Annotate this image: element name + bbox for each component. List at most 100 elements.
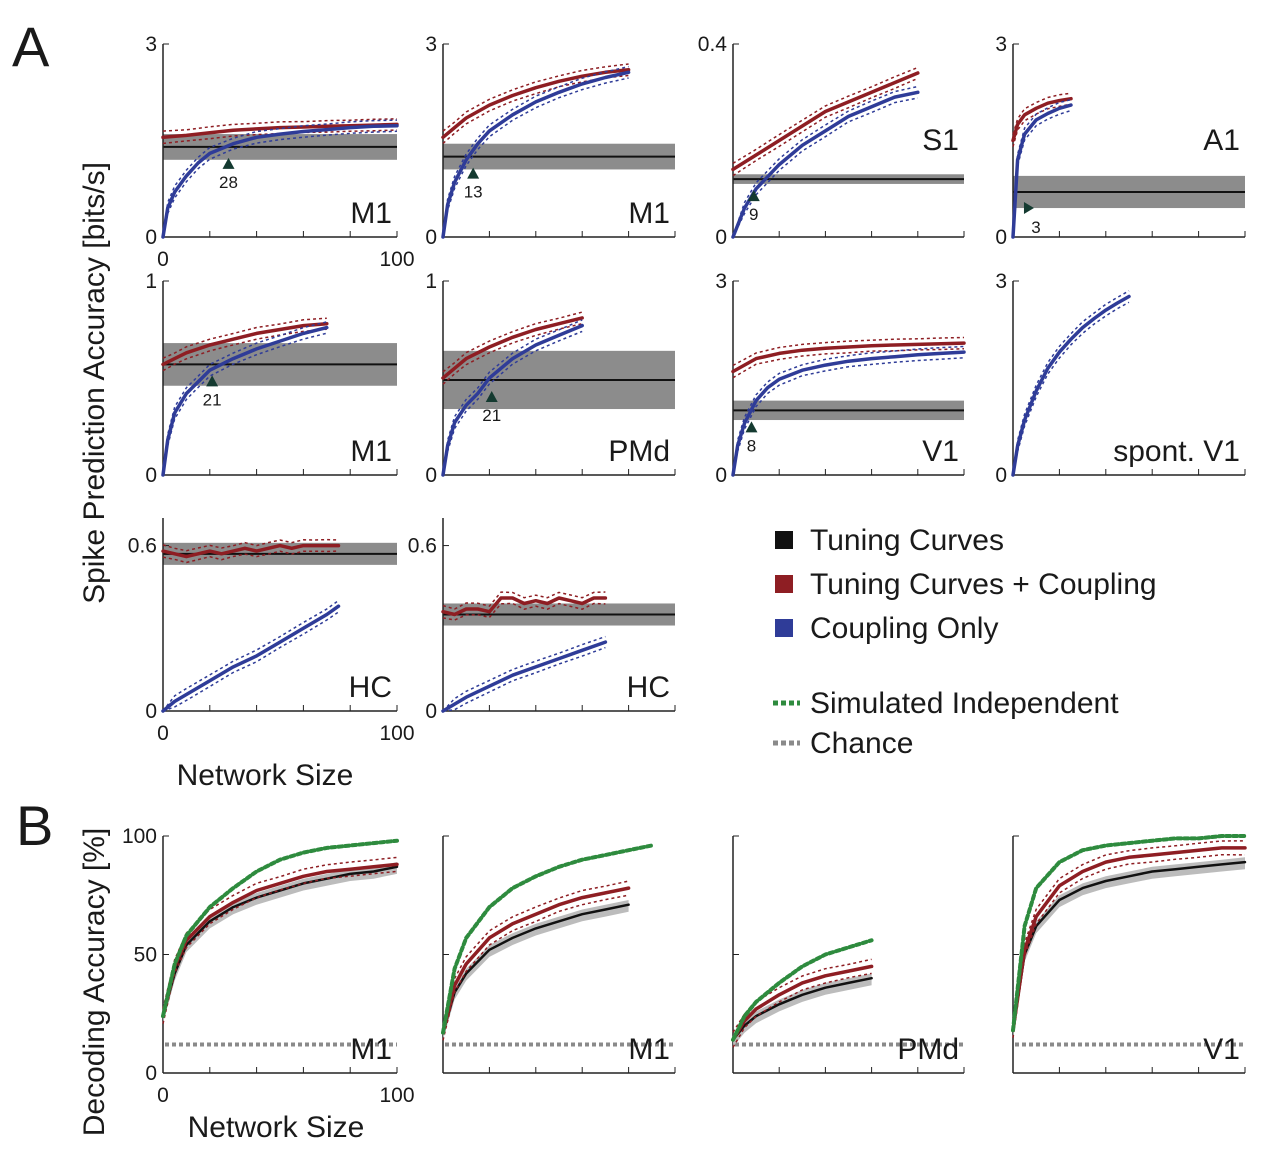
legend-swatch xyxy=(775,619,793,637)
crossover-label: 8 xyxy=(747,436,756,455)
legend-label: Tuning Curves + Coupling xyxy=(810,568,1157,601)
y-tick-label: 3 xyxy=(425,33,437,56)
confidence-bound-upper xyxy=(732,85,918,238)
confidence-bound-upper xyxy=(1012,290,1130,476)
chart-panel-3: 0 0.4 9 S1 xyxy=(698,33,965,249)
legend-swatch xyxy=(775,531,793,549)
chart-panel-9: 0 0.6 0 100 HC xyxy=(128,518,415,745)
region-label: HC xyxy=(627,671,670,704)
region-label: HC xyxy=(349,671,392,704)
confidence-bound-lower xyxy=(732,77,919,177)
x-tick-label: 100 xyxy=(379,1084,414,1107)
confidence-bound-lower xyxy=(442,77,629,238)
y-tick-label: 100 xyxy=(122,825,157,848)
y-tick-label: 0 xyxy=(145,1062,157,1085)
series-coupling-only xyxy=(1011,294,1131,477)
confidence-bound-upper xyxy=(162,599,339,712)
y-tick-label: 1 xyxy=(145,270,157,293)
x-tick-label: 0 xyxy=(157,1084,169,1107)
x-axis-label-a: Network Size xyxy=(177,759,354,792)
confidence-bound-lower xyxy=(162,550,339,564)
region-label: M1 xyxy=(350,435,392,468)
tuning-curves-ci-band xyxy=(163,862,397,1024)
chart-panel-7: 0 3 8 V1 xyxy=(715,270,966,487)
crossover-label: 21 xyxy=(482,406,501,425)
series-coupling-only xyxy=(441,323,584,477)
chart-panel-8: 0 3 spont. V1 xyxy=(995,270,1246,487)
region-label: M1 xyxy=(628,197,670,230)
y-tick-label: 0 xyxy=(715,226,727,249)
y-tick-label: 3 xyxy=(995,33,1007,56)
series-coupling-only xyxy=(161,604,341,713)
x-axis-label-b: Network Size xyxy=(188,1111,365,1144)
region-label: V1 xyxy=(1203,1033,1240,1066)
y-tick-label: 0 xyxy=(995,464,1007,487)
legend-swatch xyxy=(775,575,793,593)
chart-panel-1: 0 3 0 100 28 M1 xyxy=(145,33,414,271)
legend-item: Tuning Curves xyxy=(775,524,1004,557)
confidence-bound-upper xyxy=(732,66,919,164)
crossover-label: 28 xyxy=(219,173,238,192)
confidence-bound-lower xyxy=(162,130,398,238)
series-tuning-curves-coupling xyxy=(441,886,631,1035)
series-tuning-curves-coupling xyxy=(441,67,631,140)
series-tuning-curves-coupling xyxy=(731,71,920,172)
confidence-bound-lower xyxy=(442,646,606,712)
series-tuning-curves-coupling xyxy=(161,321,329,367)
confidence-bound-lower xyxy=(732,357,965,476)
confidence-bound-upper xyxy=(442,880,629,1026)
confidence-bound-upper xyxy=(1012,840,1246,1023)
legend-label: Simulated Independent xyxy=(810,687,1119,720)
chart-panel-14: V1 xyxy=(1011,834,1247,1074)
crossover-label: 9 xyxy=(749,205,758,224)
y-tick-label: 0 xyxy=(425,464,437,487)
confidence-bound-upper xyxy=(732,345,965,476)
confidence-bound-lower xyxy=(442,322,583,385)
confidence-bound-lower xyxy=(1012,109,1072,238)
series-coupling-only xyxy=(441,70,631,239)
confidence-bound-lower xyxy=(162,328,327,372)
confidence-bound-upper xyxy=(442,311,583,373)
crossover-marker xyxy=(485,390,498,402)
x-tick-label: 0 xyxy=(157,248,169,271)
y-axis-label-a: Spike Prediction Accuracy [bits/s] xyxy=(78,162,111,604)
series-coupling-only xyxy=(441,640,608,713)
y-tick-label: 0.4 xyxy=(698,33,728,56)
confidence-bound-upper xyxy=(442,635,606,712)
region-label: spont. V1 xyxy=(1113,435,1240,468)
series-coupling-only xyxy=(731,90,920,239)
y-tick-label: 0 xyxy=(425,226,437,249)
legend-item: Coupling Only xyxy=(775,612,998,645)
legend-item: Tuning Curves + Coupling xyxy=(775,568,1157,601)
chart-panel-2: 0 3 13 M1 xyxy=(425,33,676,249)
chart-panel-5: 0 1 21 M1 xyxy=(145,270,398,487)
crossover-label: 21 xyxy=(203,390,222,409)
series-simulated-independent xyxy=(1011,834,1247,1033)
crossover-label: 13 xyxy=(464,183,483,202)
crossover-marker xyxy=(206,375,219,387)
y-tick-label: 0 xyxy=(715,464,727,487)
series-tuning-curves xyxy=(1011,860,1247,1032)
panels: 030 10028M10313M100.49S1033A10121M10121PM… xyxy=(122,33,1247,1107)
legend-item: Chance xyxy=(773,727,913,760)
region-label: A1 xyxy=(1203,124,1240,157)
x-tick-label: 100 xyxy=(379,248,414,271)
confidence-bound-upper xyxy=(442,591,606,610)
legend: Tuning Curves Tuning Curves + Coupling Cou… xyxy=(773,524,1157,760)
crossover-marker xyxy=(745,421,758,433)
legend-label: Coupling Only xyxy=(810,612,998,645)
confidence-bound-lower xyxy=(732,347,965,379)
series-tuning-curves xyxy=(731,976,873,1042)
series-tuning-curves-coupling xyxy=(441,596,608,617)
region-label: M1 xyxy=(628,1033,670,1066)
region-label: V1 xyxy=(922,435,959,468)
confidence-bound-upper xyxy=(1012,92,1072,135)
series-simulated-independent xyxy=(161,838,399,1019)
confidence-bound-lower xyxy=(732,97,918,238)
series-simulated-independent xyxy=(731,938,874,1042)
y-tick-label: 0.6 xyxy=(408,535,437,558)
chart-panel-11: 0 50 100 0 100 M1 xyxy=(122,825,415,1107)
legend-label: Chance xyxy=(810,727,913,760)
series-tuning-curves-coupling xyxy=(731,964,874,1042)
